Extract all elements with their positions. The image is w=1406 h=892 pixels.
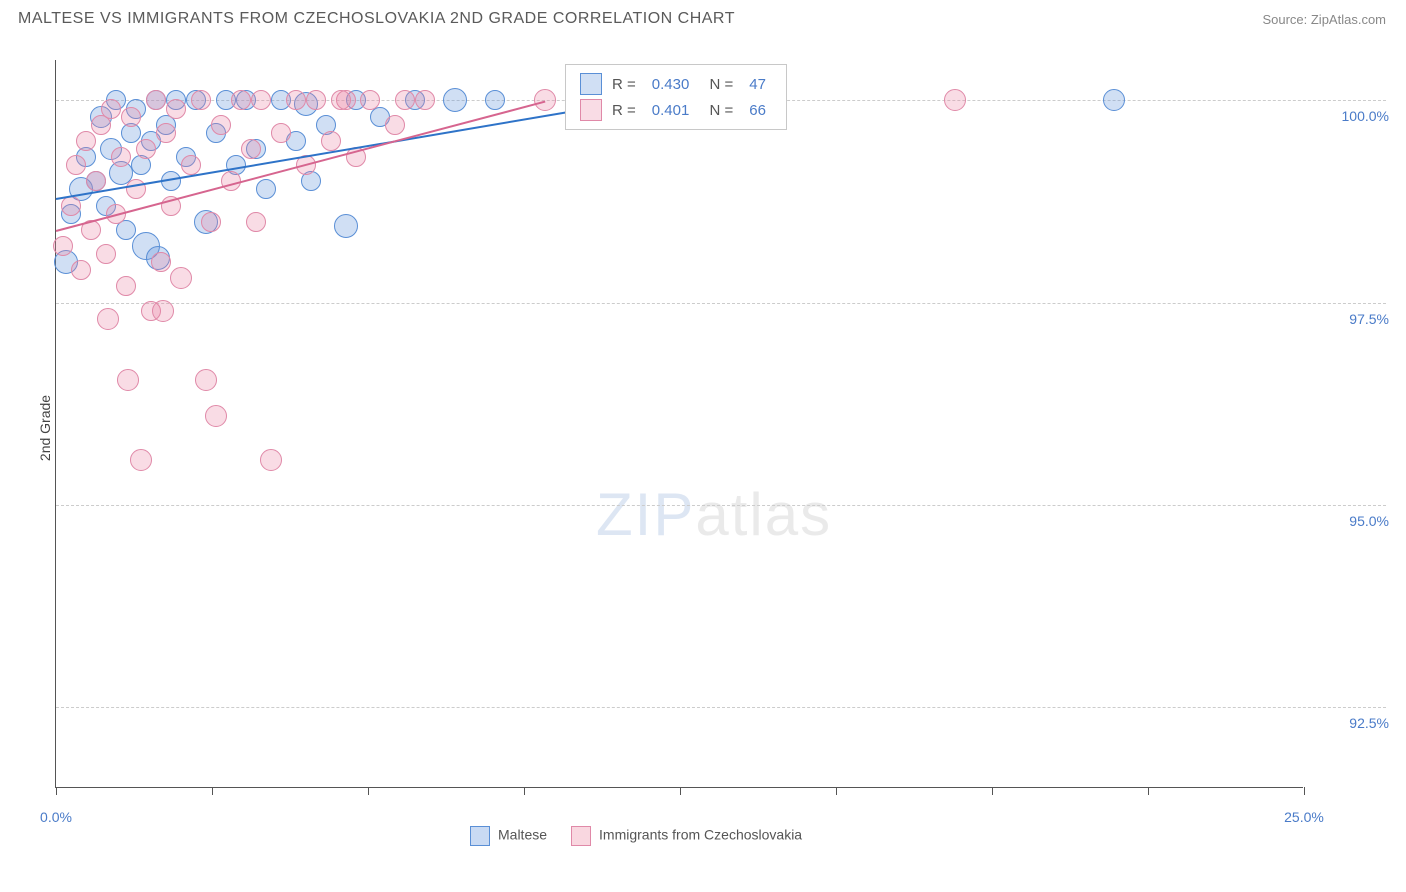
x-tick bbox=[992, 787, 993, 795]
scatter-point bbox=[117, 369, 139, 391]
x-tick bbox=[368, 787, 369, 795]
x-tick bbox=[56, 787, 57, 795]
chart-title: MALTESE VS IMMIGRANTS FROM CZECHOSLOVAKI… bbox=[18, 10, 735, 28]
scatter-point bbox=[181, 155, 201, 175]
scatter-point bbox=[271, 123, 291, 143]
scatter-point bbox=[205, 405, 227, 427]
y-axis-label: 2nd Grade bbox=[37, 395, 53, 461]
scatter-point bbox=[101, 99, 121, 119]
y-tick-label: 95.0% bbox=[1349, 513, 1389, 529]
scatter-point bbox=[97, 308, 119, 330]
scatter-point bbox=[1103, 89, 1125, 111]
scatter-point bbox=[66, 155, 86, 175]
scatter-point bbox=[360, 90, 380, 110]
x-tick-label: 25.0% bbox=[1284, 809, 1324, 825]
scatter-point bbox=[443, 88, 467, 112]
y-tick-label: 92.5% bbox=[1349, 715, 1389, 731]
x-tick-label: 0.0% bbox=[40, 809, 72, 825]
scatter-point bbox=[121, 107, 141, 127]
stats-legend: R = 0.430 N = 47R = 0.401 N = 66 bbox=[565, 64, 787, 130]
scatter-point bbox=[156, 123, 176, 143]
scatter-point bbox=[151, 252, 171, 272]
scatter-point bbox=[191, 90, 211, 110]
series-legend: Maltese Immigrants from Czechoslovakia bbox=[470, 826, 802, 846]
gridline bbox=[56, 505, 1386, 506]
scatter-point bbox=[146, 90, 166, 110]
scatter-point bbox=[286, 90, 306, 110]
legend-swatch bbox=[580, 99, 602, 121]
scatter-point bbox=[130, 449, 152, 471]
legend-row: R = 0.430 N = 47 bbox=[580, 71, 772, 97]
scatter-point bbox=[76, 131, 96, 151]
scatter-point bbox=[246, 212, 266, 232]
scatter-point bbox=[395, 90, 415, 110]
scatter-point bbox=[260, 449, 282, 471]
y-tick-label: 100.0% bbox=[1342, 108, 1389, 124]
scatter-point bbox=[96, 244, 116, 264]
x-tick bbox=[212, 787, 213, 795]
x-tick bbox=[524, 787, 525, 795]
scatter-point bbox=[116, 276, 136, 296]
scatter-point bbox=[534, 89, 556, 111]
scatter-point bbox=[415, 90, 435, 110]
legend-item: Maltese bbox=[470, 826, 547, 846]
scatter-point bbox=[53, 236, 73, 256]
scatter-point bbox=[306, 90, 326, 110]
scatter-point bbox=[251, 90, 271, 110]
legend-swatch bbox=[470, 826, 490, 846]
scatter-point bbox=[166, 99, 186, 119]
source-label: Source: ZipAtlas.com bbox=[1262, 12, 1386, 27]
x-tick bbox=[1304, 787, 1305, 795]
scatter-point bbox=[256, 179, 276, 199]
scatter-point bbox=[111, 147, 131, 167]
legend-swatch bbox=[571, 826, 591, 846]
scatter-point bbox=[170, 267, 192, 289]
x-tick bbox=[680, 787, 681, 795]
scatter-point bbox=[241, 139, 261, 159]
scatter-point bbox=[136, 139, 156, 159]
scatter-chart: ZIPatlas 92.5%95.0%97.5%100.0%0.0%25.0% bbox=[55, 60, 1303, 788]
gridline bbox=[56, 303, 1386, 304]
watermark: ZIPatlas bbox=[596, 480, 832, 549]
scatter-point bbox=[485, 90, 505, 110]
scatter-point bbox=[944, 89, 966, 111]
scatter-point bbox=[86, 171, 106, 191]
scatter-point bbox=[321, 131, 341, 151]
scatter-point bbox=[201, 212, 221, 232]
scatter-point bbox=[385, 115, 405, 135]
scatter-point bbox=[195, 369, 217, 391]
legend-row: R = 0.401 N = 66 bbox=[580, 97, 772, 123]
scatter-point bbox=[152, 300, 174, 322]
x-tick bbox=[1148, 787, 1149, 795]
scatter-point bbox=[231, 90, 251, 110]
legend-item: Immigrants from Czechoslovakia bbox=[571, 826, 802, 846]
scatter-point bbox=[211, 115, 231, 135]
y-tick-label: 97.5% bbox=[1349, 311, 1389, 327]
scatter-point bbox=[331, 90, 351, 110]
legend-swatch bbox=[580, 73, 602, 95]
gridline bbox=[56, 707, 1386, 708]
scatter-point bbox=[334, 214, 358, 238]
x-tick bbox=[836, 787, 837, 795]
scatter-point bbox=[71, 260, 91, 280]
